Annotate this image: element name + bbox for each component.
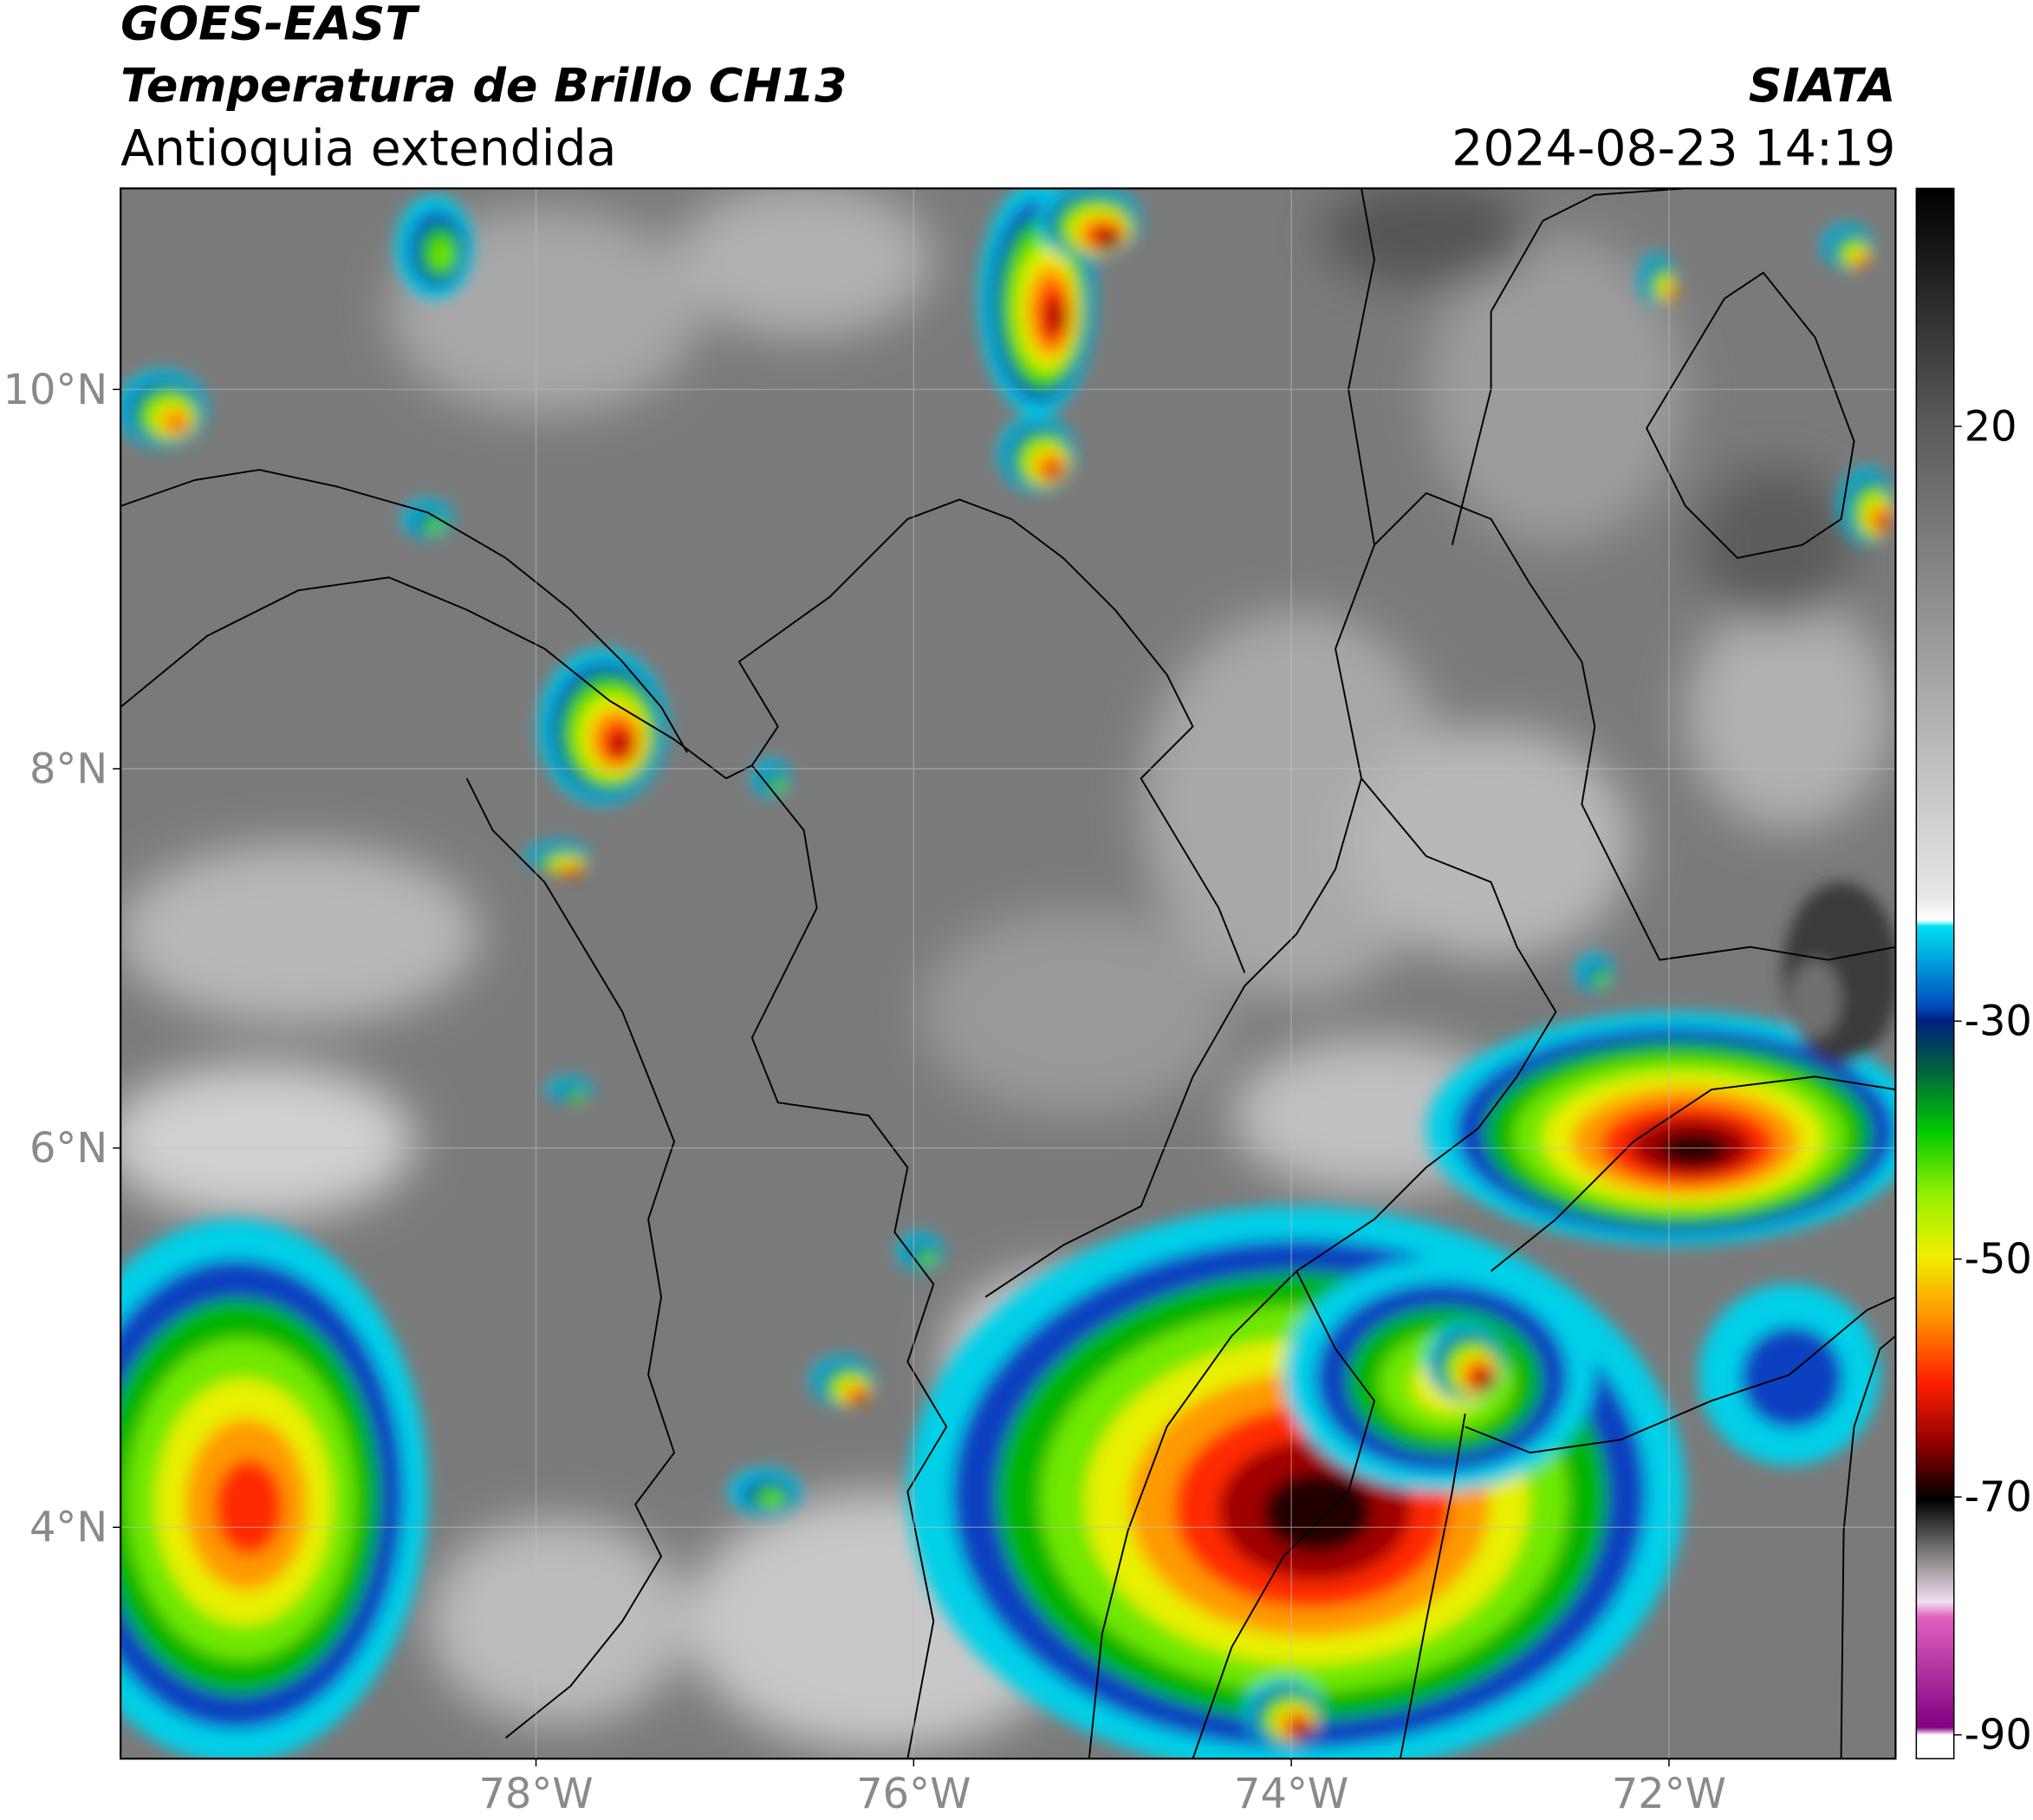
border — [750, 764, 948, 1759]
cloud — [120, 842, 480, 1025]
x-tick-label: 76°W — [856, 1771, 971, 1818]
cloud-top — [1102, 236, 1118, 247]
cloud-top — [571, 1093, 586, 1102]
cloud-top — [1480, 1377, 1491, 1388]
map-frame — [120, 187, 1897, 1760]
colorbar-tick-label: -70 — [1965, 1474, 2032, 1522]
cloud-top — [1298, 1728, 1310, 1738]
datetime: 2024-08-23 14:19 — [1452, 120, 1895, 177]
axes: 78°W 76°W 74°W 72°W 10°N 8°N 6°N 4°N 20 -30 -50 -70… — [3, 367, 2032, 1818]
cloud-top — [1659, 1133, 1728, 1166]
graticule — [120, 188, 1896, 1759]
colorbar-tick-label: 20 — [1965, 403, 2017, 451]
subtitle: Temperatura de Brillo CH13 — [120, 58, 847, 113]
colorbar — [1915, 187, 1955, 1759]
cloud — [427, 1517, 687, 1726]
coastline — [120, 469, 688, 753]
colorbar-tick-label: -90 — [1965, 1712, 2032, 1759]
border — [1840, 1335, 1896, 1759]
colorbar-tick-label: -50 — [1965, 1236, 2032, 1284]
cloud-top — [427, 521, 444, 533]
lake — [1646, 271, 1855, 559]
satellite-imagery — [120, 188, 1896, 1759]
border — [1088, 777, 1557, 1759]
cloud-top — [610, 732, 632, 757]
y-tick-label: 6°N — [29, 1125, 107, 1173]
source: SIATA — [1749, 58, 1896, 113]
borders — [120, 188, 1896, 1759]
border — [1399, 1414, 1466, 1759]
coastline — [120, 576, 753, 780]
cloud-top — [773, 780, 785, 792]
convective-cells — [120, 188, 1896, 1759]
cloud-top — [570, 872, 581, 877]
cloud-top — [921, 1253, 936, 1266]
border — [1374, 492, 1896, 961]
cloud-top — [855, 1395, 867, 1404]
border — [1192, 1271, 1375, 1759]
cloud-top — [169, 417, 186, 432]
cloud-top — [1046, 298, 1065, 335]
cloud — [674, 188, 934, 338]
y-tick-label: 4°N — [29, 1505, 107, 1552]
border — [1490, 1076, 1896, 1272]
coastline — [465, 777, 675, 1739]
cloud — [1348, 726, 1634, 960]
cloud-top — [762, 1492, 784, 1507]
cloud — [920, 907, 1232, 1116]
cloud-top — [1740, 1326, 1843, 1429]
x-tick-label: 74°W — [1234, 1771, 1348, 1818]
cloud-top — [1880, 517, 1890, 530]
y-tick-label: 10°N — [3, 367, 108, 414]
border — [1465, 1296, 1896, 1454]
border — [737, 498, 1246, 973]
cloud-top — [1789, 959, 1841, 1038]
region: Antioquia extendida — [120, 120, 616, 177]
x-tick-label: 78°W — [478, 1771, 593, 1818]
title: GOES-EAST — [120, 0, 420, 50]
y-tick-label: 8°N — [29, 745, 107, 793]
cloud-top — [430, 238, 454, 270]
cloud — [1698, 467, 1854, 623]
cloud-top — [214, 1459, 284, 1556]
cloud — [1322, 188, 1530, 286]
border — [984, 188, 1375, 1298]
cloud-top — [1263, 1472, 1372, 1552]
cloud — [120, 1063, 415, 1219]
cloud-top — [1596, 974, 1609, 987]
colorbar-tick-label: -30 — [1965, 998, 2032, 1046]
cloud — [1686, 596, 1893, 830]
cloud-top — [1049, 466, 1062, 479]
x-tick-label: 72°W — [1612, 1771, 1726, 1818]
cloud-top — [1669, 289, 1676, 300]
cloud-top — [1858, 257, 1868, 267]
